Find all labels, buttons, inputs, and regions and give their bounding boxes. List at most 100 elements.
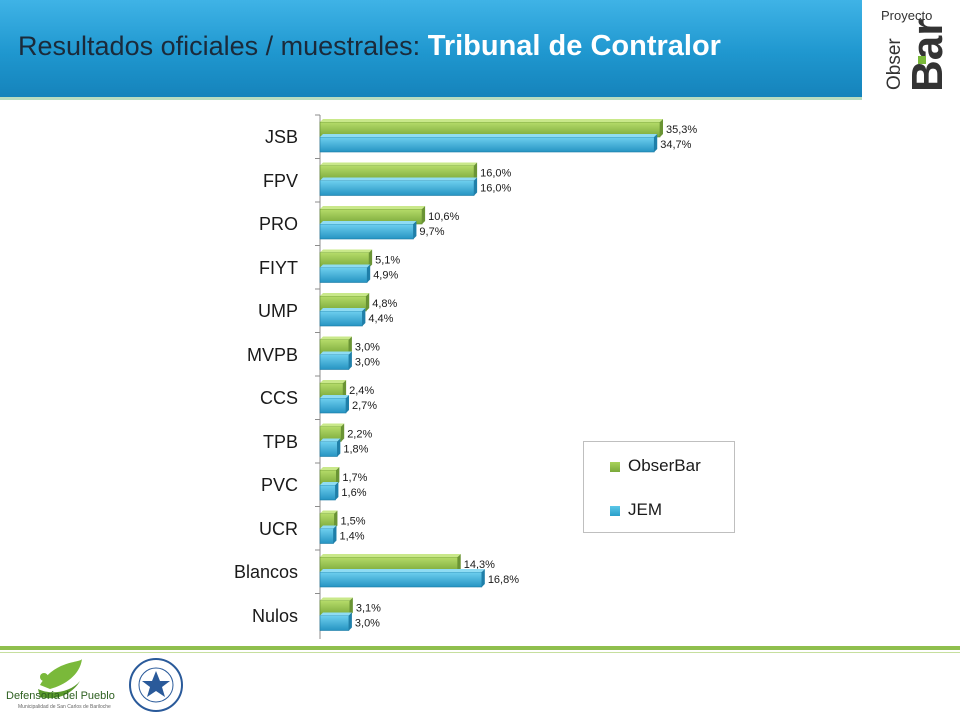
bar-top-face	[320, 612, 352, 616]
defensoria-leaf-icon	[40, 659, 82, 689]
bar-side-face	[333, 525, 337, 544]
bar-jem-blancos	[319, 571, 483, 588]
bar-top-face	[320, 308, 366, 311]
data-label-jem-fiyt: 4,9%	[373, 270, 398, 282]
bar-top-face	[320, 206, 426, 209]
legend-label-obserbar: ObserBar	[628, 456, 701, 475]
bar-side-face	[367, 264, 371, 283]
bar-side-face	[457, 554, 461, 572]
bar-side-face	[341, 423, 345, 442]
bar-side-face	[474, 177, 478, 196]
bar-top-face	[320, 380, 347, 383]
bar-side-face	[369, 249, 373, 268]
bar-jem-jsb	[319, 136, 655, 153]
category-label-ucr: UCR	[259, 518, 298, 539]
category-label-fpv: FPV	[262, 170, 298, 191]
bar-top-face	[320, 395, 350, 398]
data-label-obserbar-blancos: 14,3%	[464, 559, 495, 571]
data-label-jem-tpb: 1,8%	[343, 444, 368, 456]
data-label-obserbar-mvpb: 3,0%	[355, 342, 380, 354]
bar-jem-fiyt	[319, 267, 368, 283]
bar-top-face	[320, 119, 663, 122]
logo-bar: Bar	[903, 19, 952, 92]
defensoria-dot-icon	[40, 673, 48, 681]
bar-jem-ccs	[319, 397, 347, 414]
bar-top-face	[320, 423, 345, 427]
bar-top-face	[320, 134, 658, 137]
bar-side-face	[337, 438, 341, 457]
defensoria-logo	[38, 659, 82, 699]
data-label-obserbar-fpv: 16,0%	[480, 168, 511, 180]
legend-label-jem: JEM	[628, 500, 662, 519]
bar-side-face	[348, 336, 352, 355]
data-label-jem-jsb: 34,7%	[660, 139, 691, 151]
bar-side-face	[422, 206, 426, 224]
bar-side-face	[654, 134, 658, 152]
legend-swatch-obserbar	[610, 461, 620, 472]
bar-side-face	[346, 395, 350, 413]
legend-item-obserbar: ObserBar	[610, 456, 701, 476]
data-label-obserbar-fiyt: 5,1%	[375, 255, 400, 267]
bar-side-face	[660, 119, 663, 137]
footer-divider-thin	[0, 652, 960, 653]
bar-side-face	[334, 510, 338, 529]
category-label-jsb: JSB	[264, 127, 298, 147]
bar-side-face	[343, 380, 347, 398]
bar-jem-pvc	[319, 484, 336, 501]
bar-side-face	[336, 467, 340, 485]
bar-side-face	[474, 162, 478, 181]
data-label-obserbar-ucr: 1,5%	[340, 516, 365, 528]
data-label-obserbar-jsb: 35,3%	[666, 124, 697, 136]
data-label-obserbar-pvc: 1,7%	[342, 472, 367, 484]
bar-top-face	[320, 467, 340, 470]
data-label-obserbar-pro: 10,6%	[428, 211, 459, 223]
bar-top-face	[320, 221, 417, 224]
category-label-fiyt: FIYT	[259, 257, 298, 278]
defensoria-leaf2-icon	[38, 681, 80, 699]
bar-top-face	[320, 438, 341, 442]
bar-side-face	[348, 351, 352, 370]
bar-top-face	[320, 597, 353, 601]
bar-side-face	[348, 612, 352, 631]
bar-side-face	[413, 221, 417, 239]
data-label-jem-pvc: 1,6%	[341, 487, 366, 499]
bar-top-face	[320, 569, 485, 572]
data-label-jem-ucr: 1,4%	[339, 531, 364, 543]
data-label-jem-pro: 9,7%	[419, 226, 444, 238]
data-label-jem-fpv: 16,0%	[480, 183, 511, 195]
category-label-pro: PRO	[258, 214, 298, 234]
bar-side-face	[362, 308, 366, 326]
bar-jem-fpv	[319, 180, 475, 196]
bar-jem-ucr	[319, 528, 334, 544]
defensoria-name: Defensoría del Pueblo	[6, 690, 115, 702]
defensoria-sub: Municipalidad de San Carlos de Bariloche	[18, 704, 111, 710]
bar-jem-ump	[319, 310, 363, 327]
bar-side-face	[349, 597, 353, 616]
footer-divider	[0, 646, 960, 650]
data-label-jem-ump: 4,4%	[368, 313, 393, 325]
bar-top-face	[320, 249, 373, 253]
slide-header: Resultados oficiales / muestrales: Tribu…	[0, 0, 862, 100]
logo-accent	[918, 56, 926, 64]
bar-jem-mvpb	[319, 354, 350, 370]
bar-top-face	[320, 162, 478, 166]
bar-top-face	[320, 510, 338, 514]
bar-side-face	[335, 482, 339, 500]
bar-top-face	[320, 482, 339, 485]
data-label-jem-ccs: 2,7%	[352, 400, 377, 412]
data-label-obserbar-ump: 4,8%	[372, 298, 397, 310]
bar-jem-nulos	[319, 615, 350, 631]
data-label-obserbar-ccs: 2,4%	[349, 385, 374, 397]
data-label-obserbar-tpb: 2,2%	[347, 429, 372, 441]
title-strong: Tribunal de Contralor	[427, 30, 721, 62]
category-label-pvc: PVC	[260, 475, 298, 495]
bar-top-face	[320, 351, 352, 355]
category-label-mvpb: MVPB	[246, 344, 298, 365]
category-label-tpb: TPB	[262, 431, 298, 452]
bar-side-face	[366, 293, 370, 311]
bar-top-face	[320, 525, 337, 529]
data-label-jem-blancos: 16,8%	[488, 574, 519, 586]
bar-top-face	[320, 177, 478, 181]
logo-mark: Obser Bar	[884, 19, 952, 92]
